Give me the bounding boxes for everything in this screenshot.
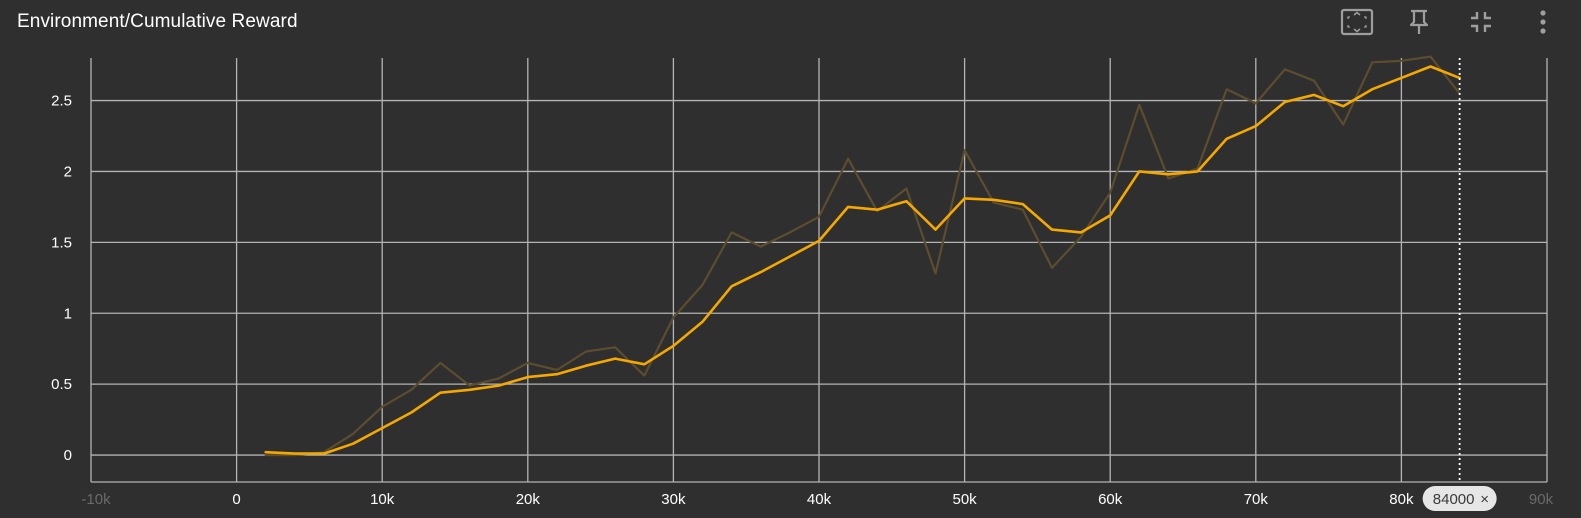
chart-title: Environment/Cumulative Reward: [17, 11, 298, 32]
x-tick-label: 0: [232, 491, 240, 508]
x-tick-label: 20k: [516, 491, 541, 508]
series-line-raw: [264, 55, 1461, 457]
step-badge[interactable]: [1422, 486, 1497, 511]
step-badge-label: 84000: [1433, 491, 1475, 508]
y-tick-label: 1: [64, 305, 72, 322]
y-tick-label: 2: [64, 163, 72, 180]
fit-to-screen-icon: [1340, 8, 1374, 41]
series-lines: [264, 55, 1461, 457]
step-marker[interactable]: 84000 ×: [1422, 58, 1497, 511]
x-tick-label: 60k: [1098, 491, 1123, 508]
pin-button[interactable]: [1401, 6, 1437, 42]
grid: [90, 58, 1548, 483]
y-tick-label: 0.5: [51, 376, 72, 393]
x-tick-label: 40k: [807, 491, 832, 508]
fullscreen-exit-icon: [1468, 9, 1494, 40]
more-vert-icon: [1539, 9, 1547, 40]
more-menu-button[interactable]: [1525, 6, 1561, 42]
fit-domain-button[interactable]: [1339, 6, 1375, 42]
chart-toolbar: [1339, 6, 1561, 42]
pin-icon: [1408, 8, 1430, 41]
tick-labels: 0 10k 20k 30k 40k 50k 60k 70k 80k -10k 90k 0 0.5 1 1.5…: [51, 93, 1553, 508]
x-tick-label: 30k: [661, 491, 686, 508]
x-tick-label: 70k: [1244, 491, 1269, 508]
x-tick-label: 80k: [1389, 491, 1414, 508]
collapse-button[interactable]: [1463, 6, 1499, 42]
y-tick-label: 0: [64, 447, 72, 464]
y-tick-label: 2.5: [51, 93, 72, 110]
x-edge-label: 90k: [1529, 491, 1554, 508]
y-tick-label: 1.5: [51, 234, 72, 251]
x-edge-label: -10k: [81, 491, 111, 508]
step-badge-close[interactable]: ×: [1480, 491, 1489, 508]
x-tick-label: 10k: [370, 491, 395, 508]
series-line-smoothed: [264, 65, 1461, 455]
x-tick-label: 50k: [953, 491, 978, 508]
